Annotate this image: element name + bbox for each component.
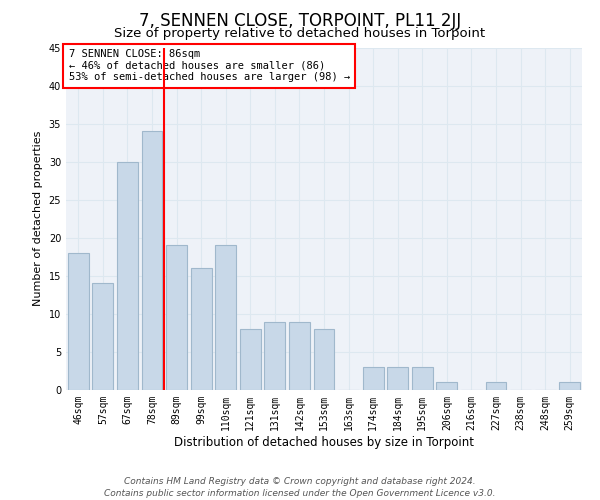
Bar [559, 382, 580, 390]
Bar [117, 162, 138, 390]
Bar [314, 329, 334, 390]
Bar [215, 246, 236, 390]
Bar [485, 382, 506, 390]
Bar [240, 329, 261, 390]
Y-axis label: Number of detached properties: Number of detached properties [33, 131, 43, 306]
Bar [68, 253, 89, 390]
Bar [289, 322, 310, 390]
Text: 7, SENNEN CLOSE, TORPOINT, PL11 2JJ: 7, SENNEN CLOSE, TORPOINT, PL11 2JJ [139, 12, 461, 30]
Bar [191, 268, 212, 390]
Bar [412, 367, 433, 390]
Bar [142, 131, 163, 390]
Bar [436, 382, 457, 390]
Bar [92, 284, 113, 390]
Text: 7 SENNEN CLOSE: 86sqm
← 46% of detached houses are smaller (86)
53% of semi-deta: 7 SENNEN CLOSE: 86sqm ← 46% of detached … [68, 49, 350, 82]
Bar [362, 367, 383, 390]
Bar [265, 322, 286, 390]
Bar [166, 246, 187, 390]
Text: Size of property relative to detached houses in Torpoint: Size of property relative to detached ho… [115, 28, 485, 40]
Bar [387, 367, 408, 390]
X-axis label: Distribution of detached houses by size in Torpoint: Distribution of detached houses by size … [174, 436, 474, 448]
Text: Contains HM Land Registry data © Crown copyright and database right 2024.
Contai: Contains HM Land Registry data © Crown c… [104, 476, 496, 498]
